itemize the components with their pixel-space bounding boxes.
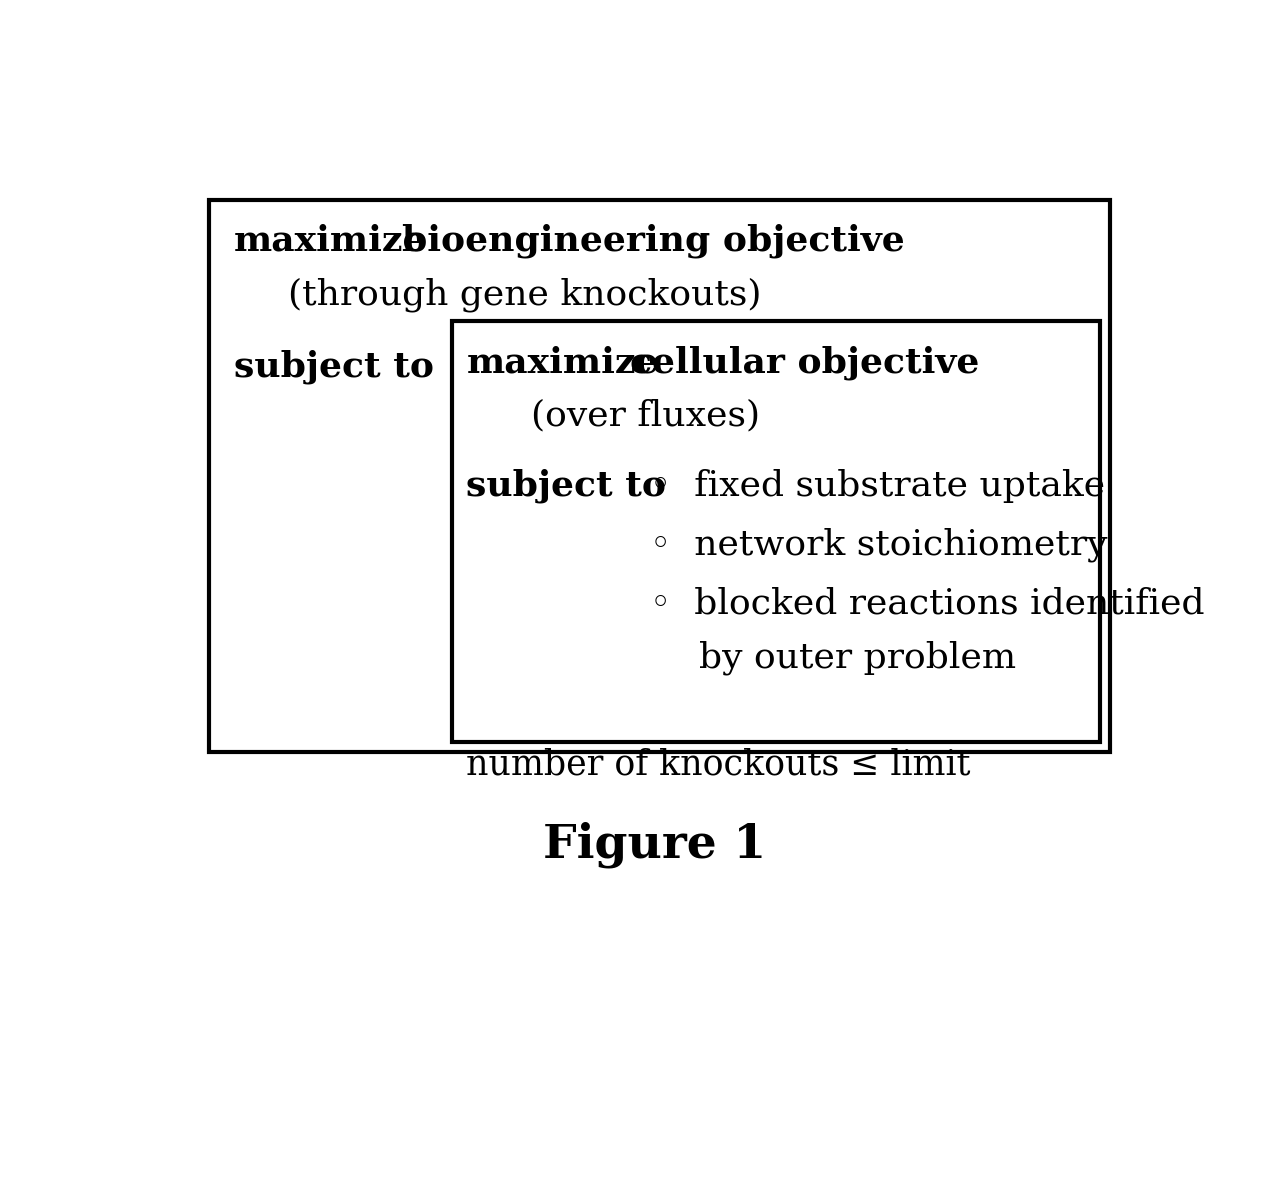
Text: subject to: subject to [234, 349, 434, 384]
Text: maximize: maximize [466, 346, 659, 379]
Text: maximize: maximize [234, 223, 427, 258]
Bar [209, 200, 1110, 751]
Text: (through gene knockouts): (through gene knockouts) [289, 277, 762, 312]
Text: ◦  blocked reactions identified: ◦ blocked reactions identified [650, 588, 1204, 621]
Text: bioengineering objective: bioengineering objective [402, 223, 905, 258]
Text: subject to: subject to [466, 468, 667, 503]
Text: Figure 1: Figure 1 [543, 821, 766, 868]
Text: by outer problem: by outer problem [699, 641, 1016, 675]
Text: cellular objective: cellular objective [630, 346, 979, 379]
Bar [452, 320, 1099, 743]
Text: ◦  fixed substrate uptake: ◦ fixed substrate uptake [650, 468, 1105, 503]
Text: (over fluxes): (over fluxes) [531, 399, 760, 432]
Text: ◦  network stoichiometry: ◦ network stoichiometry [650, 527, 1107, 562]
Text: number of knockouts ≤ limit: number of knockouts ≤ limit [466, 746, 971, 781]
